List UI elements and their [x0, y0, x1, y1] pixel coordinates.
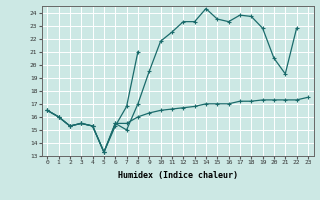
- X-axis label: Humidex (Indice chaleur): Humidex (Indice chaleur): [118, 171, 237, 180]
